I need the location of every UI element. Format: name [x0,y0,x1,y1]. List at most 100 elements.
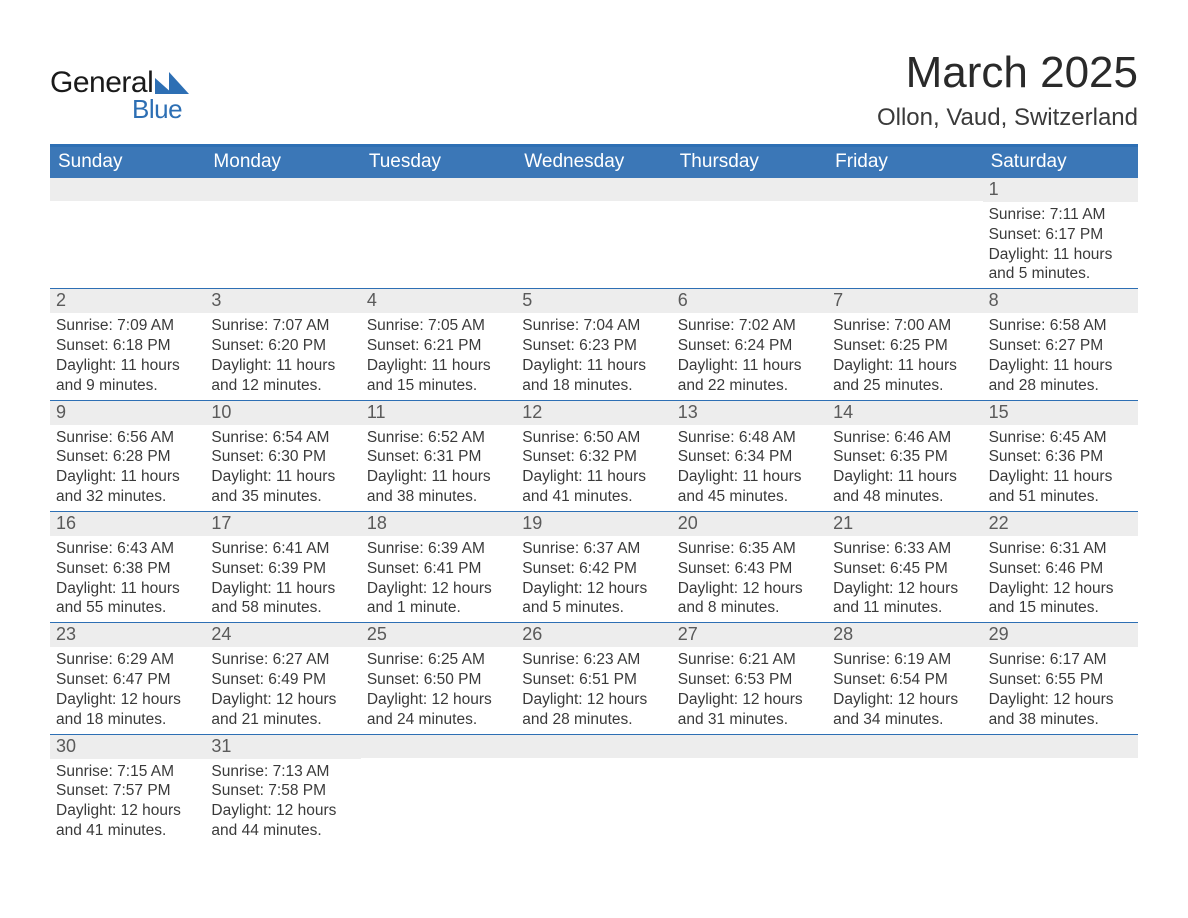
cell-body: Sunrise: 6:29 AMSunset: 6:47 PMDaylight:… [50,647,205,733]
sunset-text: Sunset: 6:20 PM [211,336,354,356]
day-number: 4 [361,289,516,313]
cell-body [361,201,516,208]
day-number: 14 [827,401,982,425]
daylight-text: Daylight: 12 hours and 11 minutes. [833,579,976,619]
day-number: 6 [672,289,827,313]
day-number: 7 [827,289,982,313]
sunset-text: Sunset: 6:27 PM [989,336,1132,356]
daylight-text: Daylight: 11 hours and 12 minutes. [211,356,354,396]
logo: General Blue [50,66,189,125]
sunrise-text: Sunrise: 6:27 AM [211,650,354,670]
daylight-text: Daylight: 11 hours and 28 minutes. [989,356,1132,396]
calendar-cell [516,178,671,288]
day-number: 11 [361,401,516,425]
sunset-text: Sunset: 6:28 PM [56,447,199,467]
calendar-cell [983,735,1138,845]
sunset-text: Sunset: 6:42 PM [522,559,665,579]
cell-body [516,758,671,765]
day-number: 19 [516,512,671,536]
day-header-row: Sunday Monday Tuesday Wednesday Thursday… [50,147,1138,178]
calendar-cell: 27Sunrise: 6:21 AMSunset: 6:53 PMDayligh… [672,623,827,733]
calendar-cell: 16Sunrise: 6:43 AMSunset: 6:38 PMDayligh… [50,512,205,622]
calendar-cell: 6Sunrise: 7:02 AMSunset: 6:24 PMDaylight… [672,289,827,399]
cell-body: Sunrise: 6:54 AMSunset: 6:30 PMDaylight:… [205,425,360,511]
daylight-text: Daylight: 11 hours and 41 minutes. [522,467,665,507]
day-number: 21 [827,512,982,536]
sunrise-text: Sunrise: 7:09 AM [56,316,199,336]
day-number: 30 [50,735,205,759]
calendar-cell: 20Sunrise: 6:35 AMSunset: 6:43 PMDayligh… [672,512,827,622]
calendar-cell: 11Sunrise: 6:52 AMSunset: 6:31 PMDayligh… [361,401,516,511]
day-number: 20 [672,512,827,536]
sunrise-text: Sunrise: 6:46 AM [833,428,976,448]
week-row: 9Sunrise: 6:56 AMSunset: 6:28 PMDaylight… [50,401,1138,512]
sunset-text: Sunset: 7:58 PM [211,781,354,801]
day-number: 23 [50,623,205,647]
day-number: 3 [205,289,360,313]
sunrise-text: Sunrise: 6:56 AM [56,428,199,448]
logo-mark-icon [155,72,189,94]
sunrise-text: Sunrise: 7:05 AM [367,316,510,336]
calendar-cell: 25Sunrise: 6:25 AMSunset: 6:50 PMDayligh… [361,623,516,733]
cell-body: Sunrise: 6:31 AMSunset: 6:46 PMDaylight:… [983,536,1138,622]
sunrise-text: Sunrise: 7:04 AM [522,316,665,336]
sunset-text: Sunset: 6:30 PM [211,447,354,467]
sunrise-text: Sunrise: 6:50 AM [522,428,665,448]
daylight-text: Daylight: 12 hours and 21 minutes. [211,690,354,730]
day-number: 27 [672,623,827,647]
calendar-cell: 21Sunrise: 6:33 AMSunset: 6:45 PMDayligh… [827,512,982,622]
cell-body: Sunrise: 6:35 AMSunset: 6:43 PMDaylight:… [672,536,827,622]
daylight-text: Daylight: 12 hours and 28 minutes. [522,690,665,730]
daylight-text: Daylight: 12 hours and 41 minutes. [56,801,199,841]
logo-text-blue: Blue [132,94,182,125]
day-number: 17 [205,512,360,536]
calendar-cell: 29Sunrise: 6:17 AMSunset: 6:55 PMDayligh… [983,623,1138,733]
daylight-text: Daylight: 11 hours and 9 minutes. [56,356,199,396]
sunset-text: Sunset: 6:25 PM [833,336,976,356]
sunset-text: Sunset: 6:36 PM [989,447,1132,467]
cell-body: Sunrise: 6:46 AMSunset: 6:35 PMDaylight:… [827,425,982,511]
day-number [827,735,982,758]
sunset-text: Sunset: 6:38 PM [56,559,199,579]
daylight-text: Daylight: 11 hours and 22 minutes. [678,356,821,396]
sunrise-text: Sunrise: 6:29 AM [56,650,199,670]
calendar-cell [827,178,982,288]
sunrise-text: Sunrise: 7:15 AM [56,762,199,782]
calendar-cell: 7Sunrise: 7:00 AMSunset: 6:25 PMDaylight… [827,289,982,399]
sunrise-text: Sunrise: 6:17 AM [989,650,1132,670]
calendar-cell: 14Sunrise: 6:46 AMSunset: 6:35 PMDayligh… [827,401,982,511]
cell-body: Sunrise: 7:11 AMSunset: 6:17 PMDaylight:… [983,202,1138,288]
daylight-text: Daylight: 11 hours and 51 minutes. [989,467,1132,507]
cell-body: Sunrise: 7:09 AMSunset: 6:18 PMDaylight:… [50,313,205,399]
day-number: 29 [983,623,1138,647]
sunrise-text: Sunrise: 7:00 AM [833,316,976,336]
sunset-text: Sunset: 6:35 PM [833,447,976,467]
week-row: 2Sunrise: 7:09 AMSunset: 6:18 PMDaylight… [50,289,1138,400]
day-number: 10 [205,401,360,425]
day-number [516,735,671,758]
day-number: 12 [516,401,671,425]
day-number: 5 [516,289,671,313]
calendar-cell [205,178,360,288]
week-row: 23Sunrise: 6:29 AMSunset: 6:47 PMDayligh… [50,623,1138,734]
day-number: 22 [983,512,1138,536]
cell-body: Sunrise: 6:41 AMSunset: 6:39 PMDaylight:… [205,536,360,622]
calendar-cell: 12Sunrise: 6:50 AMSunset: 6:32 PMDayligh… [516,401,671,511]
calendar-cell: 1Sunrise: 7:11 AMSunset: 6:17 PMDaylight… [983,178,1138,288]
calendar-cell: 28Sunrise: 6:19 AMSunset: 6:54 PMDayligh… [827,623,982,733]
day-number [672,735,827,758]
sunset-text: Sunset: 6:23 PM [522,336,665,356]
sunset-text: Sunset: 7:57 PM [56,781,199,801]
sunrise-text: Sunrise: 6:43 AM [56,539,199,559]
cell-body: Sunrise: 6:19 AMSunset: 6:54 PMDaylight:… [827,647,982,733]
day-number [361,735,516,758]
sunrise-text: Sunrise: 6:58 AM [989,316,1132,336]
calendar-cell [361,178,516,288]
calendar-cell: 22Sunrise: 6:31 AMSunset: 6:46 PMDayligh… [983,512,1138,622]
day-number [361,178,516,201]
sunset-text: Sunset: 6:41 PM [367,559,510,579]
calendar-cell: 17Sunrise: 6:41 AMSunset: 6:39 PMDayligh… [205,512,360,622]
cell-body: Sunrise: 6:43 AMSunset: 6:38 PMDaylight:… [50,536,205,622]
title-block: March 2025 Ollon, Vaud, Switzerland [877,48,1138,132]
day-number: 16 [50,512,205,536]
